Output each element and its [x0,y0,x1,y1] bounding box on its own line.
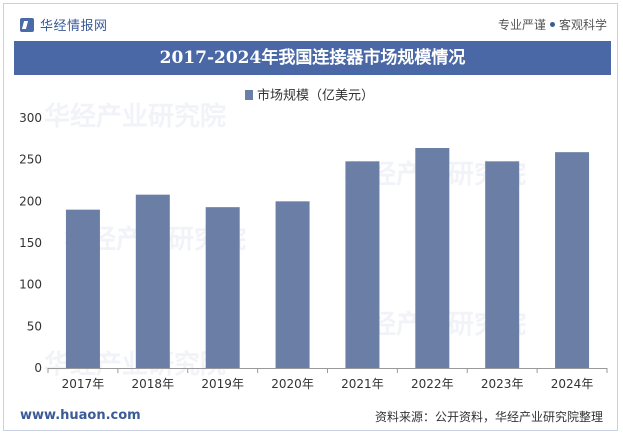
y-tick-label: 150 [19,236,42,250]
x-tick-label: 2021年 [341,377,384,391]
bar [485,161,520,368]
legend-label: 市场规模（亿美元） [257,88,374,104]
footer-source: 资料来源：公开资料，华经产业研究院整理 [374,410,603,424]
y-tick-label: 300 [19,111,42,125]
y-tick-label: 100 [19,278,42,292]
x-tick-label: 2023年 [481,377,524,391]
slogan: 专业严谨 客观科学 [498,16,607,33]
x-tick-label: 2024年 [551,377,594,391]
footer-url[interactable]: www.huaon.com [20,408,141,423]
y-tick-label: 50 [27,319,42,333]
bar [65,209,100,368]
x-tick-label: 2020年 [271,377,314,391]
x-tick-label: 2019年 [201,377,244,391]
brand[interactable]: 华经情报网 [20,15,108,34]
chart-frame: 华经情报网 专业严谨 客观科学 2017-2024年我国连接器市场规模情况 华经… [3,3,618,431]
y-tick-label: 0 [34,361,42,375]
legend: 市场规模（亿美元） [245,88,374,104]
bar [135,194,170,368]
bar [275,201,310,368]
dot-separator-icon [549,22,555,27]
bars [65,148,590,368]
bar [555,152,590,368]
bar [415,148,450,368]
y-tick-label: 250 [19,153,42,167]
y-axis: 0 50 100 150 200 250 300 [19,111,42,375]
x-tick-label: 2018年 [132,377,175,391]
x-tick-label: 2022年 [411,377,454,391]
slogan-right: 客观科学 [558,18,607,32]
x-tick-label: 2017年 [62,377,105,391]
x-axis: 2017年 2018年 2019年 2020年 2021年 2022年 2023年 2024年 [47,368,608,391]
slogan-left: 专业严谨 [497,18,546,32]
legend-swatch [245,90,253,100]
brand-name: 华经情报网 [40,19,108,34]
brand-logo-icon [20,17,34,32]
chart-title: 2017-2024年我国连接器市场规模情况 [14,41,611,75]
bar [205,207,240,368]
top-bar: 华经情报网 专业严谨 客观科学 [4,4,619,38]
bar [345,161,380,368]
y-tick-label: 200 [19,194,42,208]
